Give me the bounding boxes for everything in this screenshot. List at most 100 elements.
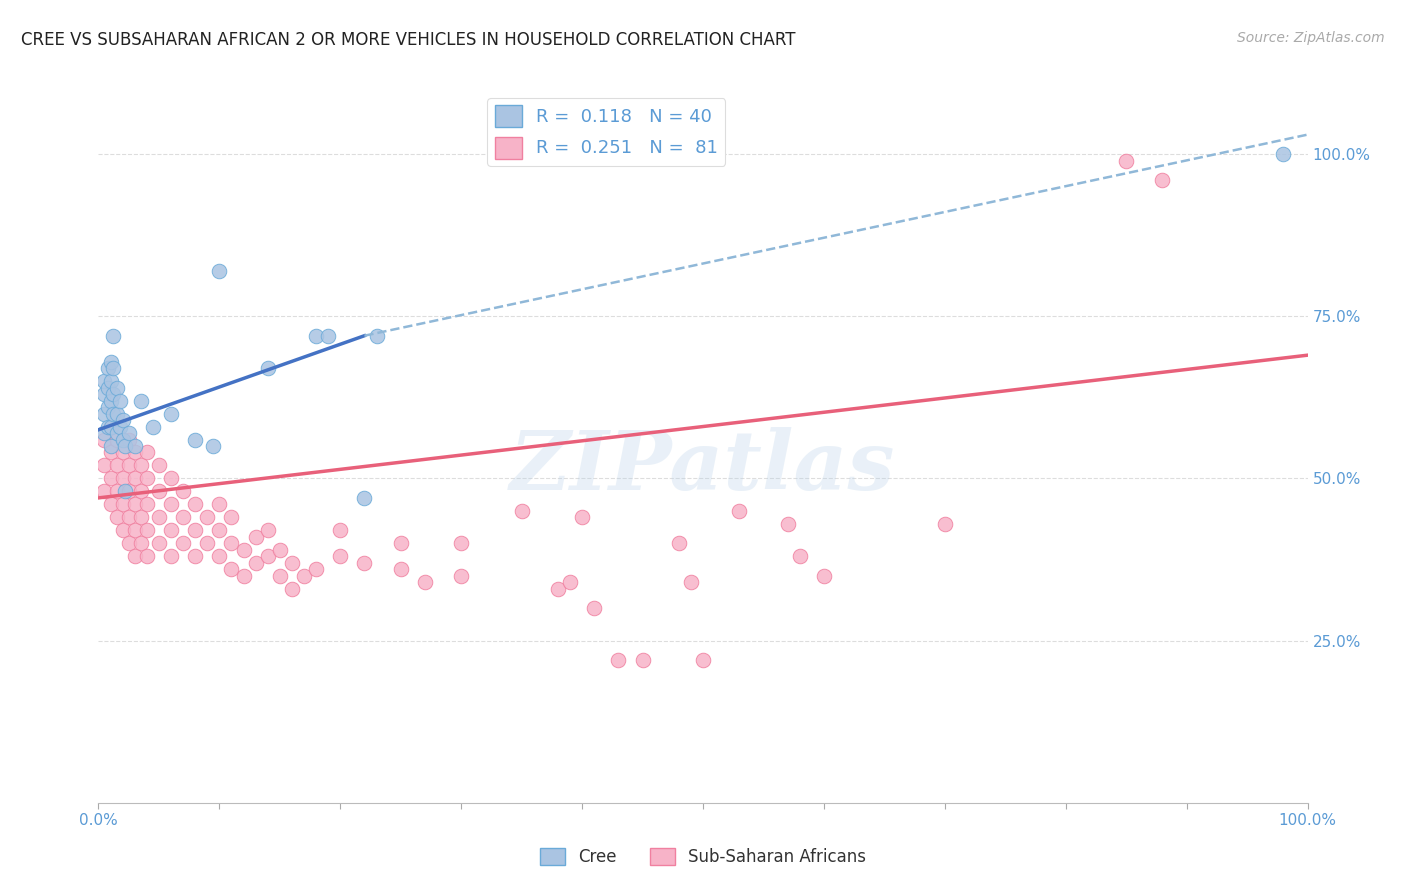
Point (558, 575, 581, 590)
Point (160, 524, 183, 538)
Point (118, 536, 141, 550)
Point (221, 562, 243, 576)
Point (100, 439, 122, 453)
Point (184, 549, 207, 564)
Point (184, 433, 207, 447)
Point (389, 562, 412, 576)
Point (148, 484, 170, 499)
Point (269, 568, 291, 582)
Point (111, 413, 134, 427)
Point (100, 445, 122, 459)
Point (160, 497, 183, 511)
Point (1272, 147, 1295, 161)
Point (160, 471, 183, 485)
Point (789, 549, 811, 564)
Point (93, 387, 115, 401)
Point (142, 419, 165, 434)
Point (679, 575, 702, 590)
Point (101, 407, 124, 421)
Point (129, 510, 152, 524)
Point (245, 530, 267, 544)
Text: ZIPatlas: ZIPatlas (510, 427, 896, 508)
Point (124, 497, 146, 511)
Point (105, 458, 128, 473)
Point (129, 536, 152, 550)
Point (195, 536, 218, 550)
Point (93, 458, 115, 473)
Point (93, 425, 115, 440)
Point (124, 524, 146, 538)
Point (571, 510, 593, 524)
Point (105, 381, 128, 395)
Point (118, 425, 141, 440)
Point (105, 484, 128, 499)
Point (135, 471, 157, 485)
Point (100, 393, 122, 408)
Point (208, 549, 231, 564)
Point (1152, 173, 1174, 187)
Point (208, 524, 231, 538)
Point (93, 484, 115, 499)
Point (118, 510, 141, 524)
Point (135, 497, 157, 511)
Point (256, 549, 278, 564)
Point (100, 471, 122, 485)
Point (118, 433, 141, 447)
Point (728, 504, 751, 518)
Point (692, 653, 714, 667)
Point (232, 542, 254, 557)
Point (101, 328, 124, 343)
Point (172, 510, 194, 524)
Point (97, 361, 120, 376)
Point (118, 458, 141, 473)
Point (108, 393, 131, 408)
Point (111, 497, 134, 511)
Point (389, 536, 412, 550)
Point (184, 497, 207, 511)
Point (172, 536, 194, 550)
Point (607, 653, 630, 667)
Point (232, 568, 254, 582)
Legend: Cree, Sub-Saharan Africans: Cree, Sub-Saharan Africans (533, 841, 873, 873)
Point (776, 516, 799, 531)
Point (93, 407, 115, 421)
Point (450, 536, 472, 550)
Point (111, 445, 134, 459)
Point (100, 419, 122, 434)
Point (353, 556, 375, 570)
Point (305, 562, 328, 576)
Point (93, 433, 115, 447)
Point (148, 536, 170, 550)
Point (305, 328, 328, 343)
Point (148, 510, 170, 524)
Point (353, 491, 375, 505)
Point (114, 439, 136, 453)
Point (413, 575, 436, 590)
Point (148, 458, 170, 473)
Point (172, 484, 194, 499)
Point (124, 445, 146, 459)
Point (256, 361, 278, 376)
Point (160, 407, 183, 421)
Point (93, 374, 115, 388)
Point (1115, 153, 1137, 168)
Point (208, 497, 231, 511)
Point (124, 439, 146, 453)
Point (97, 381, 120, 395)
Point (111, 433, 134, 447)
Point (631, 653, 654, 667)
Point (108, 419, 131, 434)
Point (135, 549, 157, 564)
Point (208, 264, 231, 278)
Point (129, 484, 152, 499)
Point (281, 582, 304, 596)
Point (813, 568, 835, 582)
Point (100, 497, 122, 511)
Point (101, 361, 124, 376)
Point (111, 471, 134, 485)
Point (184, 524, 207, 538)
Point (221, 536, 243, 550)
Point (366, 328, 388, 343)
Point (101, 387, 124, 401)
Point (118, 484, 141, 499)
